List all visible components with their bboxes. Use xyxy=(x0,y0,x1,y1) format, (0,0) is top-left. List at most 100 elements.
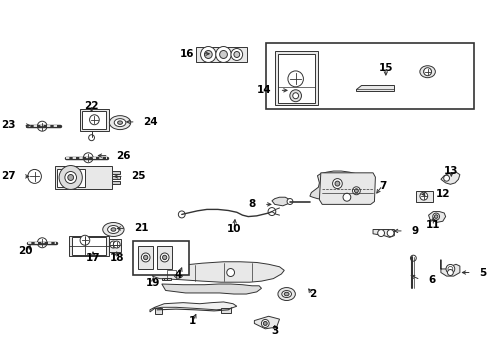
Ellipse shape xyxy=(278,288,295,301)
Polygon shape xyxy=(221,309,231,313)
Ellipse shape xyxy=(282,291,292,297)
Bar xyxy=(266,43,474,109)
Circle shape xyxy=(83,153,93,163)
Circle shape xyxy=(144,255,148,260)
Bar xyxy=(138,246,153,269)
Text: 22: 22 xyxy=(84,101,99,111)
Circle shape xyxy=(28,170,41,183)
Polygon shape xyxy=(441,260,460,276)
Polygon shape xyxy=(72,237,106,255)
Polygon shape xyxy=(55,166,112,189)
Text: 19: 19 xyxy=(146,278,160,288)
Ellipse shape xyxy=(284,292,289,296)
Polygon shape xyxy=(162,278,167,280)
Circle shape xyxy=(446,265,455,273)
Circle shape xyxy=(80,235,90,245)
Polygon shape xyxy=(441,172,460,184)
Circle shape xyxy=(293,93,298,99)
Circle shape xyxy=(333,179,343,189)
Circle shape xyxy=(447,270,453,275)
Text: 5: 5 xyxy=(480,267,487,278)
Polygon shape xyxy=(254,316,279,329)
Circle shape xyxy=(37,121,47,131)
Circle shape xyxy=(352,187,360,195)
Text: 10: 10 xyxy=(227,224,241,234)
Text: 8: 8 xyxy=(249,199,256,210)
Polygon shape xyxy=(152,262,284,282)
Text: 9: 9 xyxy=(412,226,419,236)
Polygon shape xyxy=(69,235,109,256)
Polygon shape xyxy=(57,168,85,187)
Text: 16: 16 xyxy=(180,49,195,59)
Circle shape xyxy=(443,175,449,181)
Circle shape xyxy=(263,321,267,325)
Text: 11: 11 xyxy=(426,220,441,230)
Circle shape xyxy=(288,71,303,87)
Text: 17: 17 xyxy=(86,253,100,263)
Text: 23: 23 xyxy=(1,121,16,130)
Circle shape xyxy=(268,208,276,216)
Text: 21: 21 xyxy=(134,224,148,233)
Circle shape xyxy=(220,50,227,58)
Circle shape xyxy=(335,181,340,186)
Circle shape xyxy=(227,269,235,276)
Circle shape xyxy=(290,90,301,102)
Circle shape xyxy=(68,175,74,180)
Circle shape xyxy=(216,46,231,62)
Ellipse shape xyxy=(103,222,124,237)
Text: 20: 20 xyxy=(18,246,32,256)
Text: 24: 24 xyxy=(144,117,158,127)
Circle shape xyxy=(59,166,82,189)
Polygon shape xyxy=(162,284,262,294)
Polygon shape xyxy=(112,181,120,184)
Polygon shape xyxy=(278,54,315,103)
Text: 18: 18 xyxy=(109,253,124,263)
Circle shape xyxy=(354,189,358,193)
Text: 25: 25 xyxy=(132,171,146,181)
Polygon shape xyxy=(275,51,318,105)
Polygon shape xyxy=(373,229,394,237)
Circle shape xyxy=(90,115,99,125)
Polygon shape xyxy=(80,109,109,131)
Text: 27: 27 xyxy=(1,171,16,181)
Circle shape xyxy=(387,230,394,237)
Text: 6: 6 xyxy=(428,275,436,285)
Polygon shape xyxy=(416,191,433,202)
Polygon shape xyxy=(109,239,121,252)
Circle shape xyxy=(178,211,185,218)
Circle shape xyxy=(37,238,47,248)
Circle shape xyxy=(287,198,293,204)
Ellipse shape xyxy=(420,66,435,78)
Ellipse shape xyxy=(424,69,432,75)
Polygon shape xyxy=(112,171,120,174)
Text: 14: 14 xyxy=(257,85,272,95)
Circle shape xyxy=(433,213,440,220)
Polygon shape xyxy=(319,173,375,204)
Text: 12: 12 xyxy=(435,189,450,199)
Polygon shape xyxy=(167,278,172,280)
Circle shape xyxy=(200,46,216,62)
Circle shape xyxy=(89,135,95,141)
Text: 3: 3 xyxy=(271,327,278,337)
Polygon shape xyxy=(429,212,445,222)
Bar xyxy=(133,241,189,275)
Polygon shape xyxy=(196,46,247,62)
Circle shape xyxy=(411,255,416,261)
Ellipse shape xyxy=(114,119,126,127)
Text: 15: 15 xyxy=(379,63,393,73)
Circle shape xyxy=(163,255,167,260)
Polygon shape xyxy=(164,278,169,280)
Bar xyxy=(157,246,172,269)
Text: 4: 4 xyxy=(175,270,182,280)
Polygon shape xyxy=(82,111,106,129)
Polygon shape xyxy=(150,302,237,312)
Ellipse shape xyxy=(118,121,122,124)
Circle shape xyxy=(110,241,117,248)
Ellipse shape xyxy=(109,116,131,130)
Circle shape xyxy=(343,193,351,201)
Ellipse shape xyxy=(111,228,116,231)
Polygon shape xyxy=(310,171,371,203)
Polygon shape xyxy=(155,309,162,315)
Circle shape xyxy=(204,50,212,58)
Polygon shape xyxy=(112,176,120,179)
